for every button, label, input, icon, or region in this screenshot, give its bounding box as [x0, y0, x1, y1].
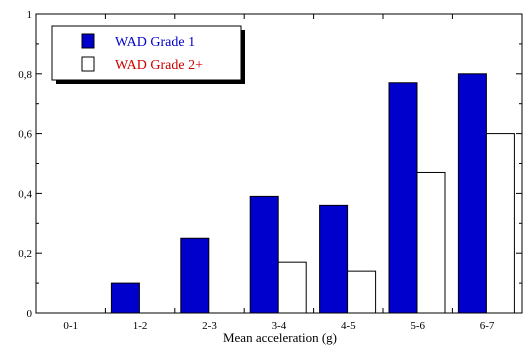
labels-layer: 0 0,2 0,4 0,6 0,8 1 0-1 1-2 2-3 3-4 4-5 5-6 6-7 Mean …	[18, 9, 495, 345]
bar-wad-grade-1-2-3	[180, 237, 210, 314]
legend: WAD Grade 1 WAD Grade 2+	[51, 25, 245, 84]
y-tick-label: 0	[27, 308, 33, 320]
bar-wad-grade-1-1-2	[110, 282, 140, 314]
x-tick-label: 3-4	[272, 320, 287, 332]
x-tick-label: 5-6	[410, 320, 425, 332]
bar-wad-grade-2plus-3-4	[277, 261, 307, 314]
bar-wad-grade-2plus-4-5	[347, 270, 377, 314]
ticks-layer	[36, 13, 522, 314]
legend-label: WAD Grade 2+	[115, 58, 203, 73]
x-axis-label: Mean acceleration (g)	[223, 330, 337, 345]
y-tick-label: 0,4	[18, 188, 32, 200]
x-tick-label: 6-7	[480, 320, 495, 332]
legend-label: WAD Grade 1	[115, 35, 195, 50]
x-tick-label: 4-5	[341, 320, 356, 332]
y-tick-label: 1	[27, 9, 33, 21]
x-tick-label: 0-1	[63, 320, 78, 332]
x-tick-label: 1-2	[133, 320, 148, 332]
bar-wad-grade-2plus-6-7	[485, 133, 515, 314]
bars-layer	[110, 73, 515, 314]
bar-wad-grade-1-5-6	[388, 82, 418, 314]
y-tick-label: 0,2	[18, 248, 32, 260]
legend-swatch	[81, 56, 95, 72]
y-tick-label: 0,8	[18, 69, 32, 81]
bar-wad-grade-2plus-5-6	[416, 171, 446, 314]
x-tick-label: 2-3	[202, 320, 217, 332]
bar-wad-grade-1-6-7	[457, 73, 487, 314]
bar-wad-grade-1-3-4	[249, 195, 279, 314]
y-tick-label: 0,6	[18, 129, 32, 141]
bar-wad-grade-1-4-5	[319, 204, 349, 314]
legend-swatch	[81, 33, 95, 49]
